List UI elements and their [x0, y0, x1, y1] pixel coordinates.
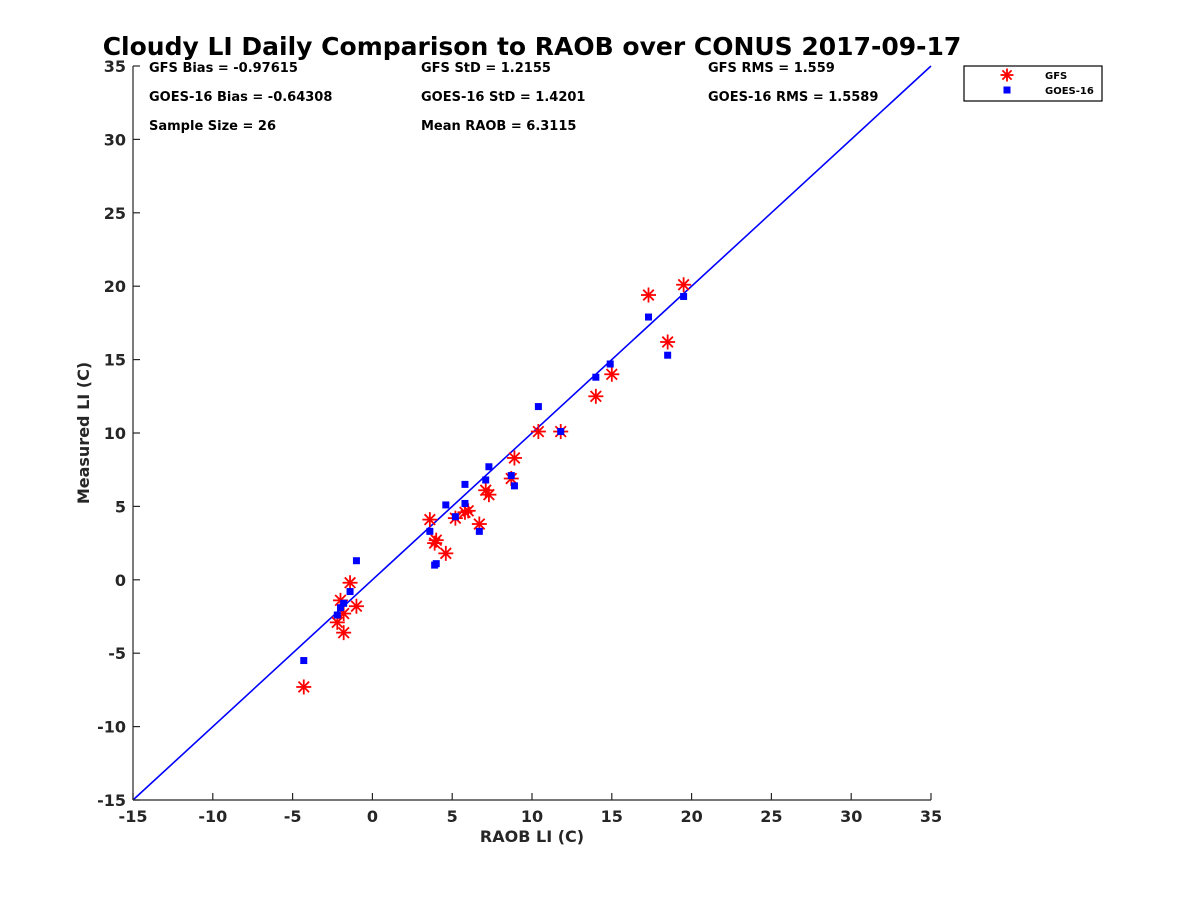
data-point-goes-16 — [592, 373, 600, 381]
y-tick-label: 20 — [104, 277, 126, 296]
data-point-gfs — [588, 388, 604, 404]
data-point-goes-16 — [336, 604, 344, 612]
legend-marker-goes-16 — [1003, 86, 1011, 94]
data-point-goes-16 — [507, 472, 515, 480]
x-tick-label: 25 — [760, 807, 782, 826]
series-goes-16 — [300, 292, 688, 665]
data-point-gfs — [676, 277, 692, 293]
y-tick-label: -10 — [97, 718, 126, 737]
x-tick-label: -5 — [284, 807, 302, 826]
y-tick-label: -5 — [108, 644, 126, 663]
data-point-gfs — [506, 450, 522, 466]
data-point-goes-16 — [557, 428, 565, 436]
axes: -15 -10 -5 0 5 10 15 20 25 30 35 -15 -10 -5 0 5 10 15 20 25… — [97, 57, 942, 826]
x-tick-label: -10 — [198, 807, 227, 826]
stat-text: GOES-16 StD = 1.4201 — [421, 90, 585, 105]
x-tick-label: 35 — [920, 807, 942, 826]
data-point-goes-16 — [451, 513, 459, 521]
data-point-goes-16 — [510, 482, 518, 490]
x-tick-label: 10 — [521, 807, 543, 826]
stat-text: GFS Bias = -0.97615 — [149, 61, 298, 76]
data-point-goes-16 — [475, 527, 483, 535]
data-point-goes-16 — [333, 611, 341, 619]
x-tick-label: 30 — [840, 807, 862, 826]
x-tick-label: 0 — [367, 807, 378, 826]
stat-text: GOES-16 RMS = 1.5589 — [708, 90, 878, 105]
data-point-gfs — [438, 545, 454, 561]
y-axis-label: Measured LI (C) — [74, 362, 93, 504]
data-point-gfs — [348, 598, 364, 614]
data-point-gfs — [641, 287, 657, 303]
plot-area — [132, 65, 932, 801]
data-point-gfs — [530, 424, 546, 440]
data-point-goes-16 — [352, 557, 360, 565]
legend-label-gfs: GFS — [1045, 71, 1067, 82]
data-point-gfs — [604, 366, 620, 382]
data-point-goes-16 — [340, 599, 348, 607]
x-tick-label: 15 — [601, 807, 623, 826]
data-point-goes-16 — [461, 499, 469, 507]
one-to-one-line — [132, 65, 932, 801]
data-point-gfs — [660, 334, 676, 350]
data-point-gfs — [428, 532, 444, 548]
chart-title: Cloudy LI Daily Comparison to RAOB over … — [103, 32, 962, 61]
stat-text: GFS RMS = 1.559 — [708, 61, 835, 76]
y-tick-label: 25 — [104, 204, 126, 223]
data-point-goes-16 — [680, 292, 688, 300]
stat-text: Sample Size = 26 — [149, 119, 276, 134]
data-point-gfs — [342, 575, 358, 591]
data-point-goes-16 — [645, 313, 653, 321]
data-point-gfs — [422, 512, 438, 528]
legend-marker-gfs — [1000, 68, 1014, 82]
x-tick-label: 5 — [447, 807, 458, 826]
stat-text: Mean RAOB = 6.3115 — [421, 119, 576, 134]
legend: GFS GOES-16 — [963, 65, 1103, 102]
data-point-goes-16 — [606, 360, 614, 368]
data-point-goes-16 — [485, 463, 493, 471]
data-point-goes-16 — [442, 501, 450, 509]
data-point-goes-16 — [534, 403, 542, 411]
data-point-goes-16 — [482, 476, 490, 484]
y-tick-label: 30 — [104, 130, 126, 149]
data-point-goes-16 — [664, 351, 672, 359]
legend-box — [963, 65, 1103, 102]
data-point-goes-16 — [300, 657, 308, 665]
x-tick-label: -15 — [119, 807, 148, 826]
data-point-goes-16 — [346, 588, 354, 596]
stat-text: GFS StD = 1.2155 — [421, 61, 551, 76]
x-axis-label: RAOB LI (C) — [480, 827, 584, 846]
y-tick-label: 10 — [104, 424, 126, 443]
series-gfs — [296, 277, 692, 695]
y-tick-label: -15 — [97, 791, 126, 810]
data-point-goes-16 — [432, 560, 440, 568]
stat-text: GOES-16 Bias = -0.64308 — [149, 90, 332, 105]
x-tick-label: 20 — [680, 807, 702, 826]
data-point-goes-16 — [426, 527, 434, 535]
stats-panel: GFS Bias = -0.97615 GFS StD = 1.2155 GFS R… — [149, 61, 878, 134]
y-tick-label: 5 — [115, 497, 126, 516]
y-tick-label: 0 — [115, 571, 126, 590]
legend-label-goes-16: GOES-16 — [1045, 86, 1094, 97]
y-tick-label: 15 — [104, 351, 126, 370]
data-point-gfs — [481, 487, 497, 503]
data-point-goes-16 — [461, 480, 469, 488]
data-point-gfs — [336, 625, 352, 641]
data-point-gfs — [471, 516, 487, 532]
y-tick-label: 35 — [104, 57, 126, 76]
data-point-gfs — [296, 679, 312, 695]
